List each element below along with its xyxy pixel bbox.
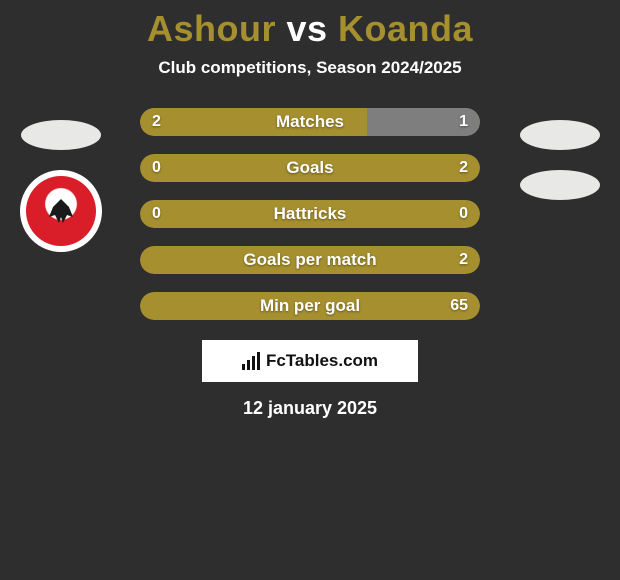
page-title: Ashour vs Koanda <box>0 0 620 50</box>
chart-icon <box>242 352 260 370</box>
left-badge-column <box>20 120 102 252</box>
date-text: 12 january 2025 <box>0 398 620 419</box>
player-right-ellipse-icon <box>520 120 600 150</box>
stat-value-left: 0 <box>152 205 161 223</box>
stat-row: Goals per match2 <box>140 246 480 274</box>
subtitle: Club competitions, Season 2024/2025 <box>0 58 620 78</box>
stat-label: Goals per match <box>140 250 480 270</box>
stat-value-right: 2 <box>459 251 468 269</box>
stat-row: Matches2 1 <box>140 108 480 136</box>
club-right-ellipse-icon <box>520 170 600 200</box>
club-left-badge-icon <box>20 170 102 252</box>
stat-row: Min per goal65 <box>140 292 480 320</box>
footer-brand-box[interactable]: FcTables.com <box>202 340 418 382</box>
stat-label: Min per goal <box>140 296 480 316</box>
club-left-ring-icon <box>26 176 96 246</box>
stat-value-right: 1 <box>459 113 468 131</box>
stat-label: Goals <box>140 158 480 178</box>
stat-label: Matches <box>140 112 480 132</box>
title-vs: vs <box>286 8 327 49</box>
stat-label: Hattricks <box>140 204 480 224</box>
stats-container: Matches21Goals02Hattricks00Goals per mat… <box>140 108 480 320</box>
right-badge-column <box>520 120 600 200</box>
title-left: Ashour <box>147 8 276 49</box>
stat-row: Goals0 2 <box>140 154 480 182</box>
player-left-ellipse-icon <box>21 120 101 150</box>
stat-row: Hattricks0 0 <box>140 200 480 228</box>
stat-value-right: 2 <box>459 159 468 177</box>
stat-value-left: 2 <box>152 113 161 131</box>
footer-brand-text: FcTables.com <box>266 351 378 371</box>
stat-value-right: 65 <box>450 297 468 315</box>
title-right: Koanda <box>338 8 473 49</box>
eagle-icon <box>43 193 79 229</box>
stat-value-right: 0 <box>459 205 468 223</box>
stat-value-left: 0 <box>152 159 161 177</box>
